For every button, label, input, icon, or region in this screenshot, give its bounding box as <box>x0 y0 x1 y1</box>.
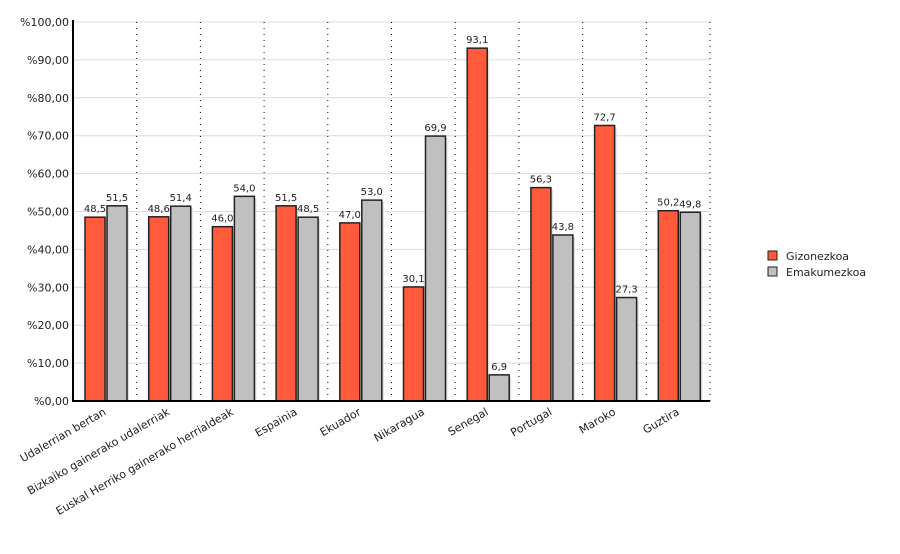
data-label: 69,9 <box>424 123 446 134</box>
bar-emakumezkoa <box>488 374 510 402</box>
data-label: 72,7 <box>593 112 615 123</box>
x-tick-label: Senegal <box>446 405 491 438</box>
data-label: 51,5 <box>275 193 297 204</box>
bar-emakumezkoa <box>361 199 383 402</box>
y-tick-label: %10,00 <box>27 357 69 370</box>
y-tick-label: %30,00 <box>27 281 69 294</box>
x-tick-label: Nikaragua <box>372 405 427 444</box>
data-label: 48,6 <box>148 204 170 215</box>
bar-gizonezkoa <box>275 205 297 402</box>
x-tick-label: Ekuador <box>318 405 364 439</box>
data-label: 56,3 <box>530 175 552 186</box>
bar-emakumezkoa <box>424 135 447 402</box>
data-label: 51,4 <box>170 193 192 204</box>
x-tick-label: Maroko <box>577 405 618 436</box>
y-tick-label: %100,00 <box>20 16 69 29</box>
data-label: 27,3 <box>615 285 637 296</box>
y-tick-label: %20,00 <box>27 319 69 332</box>
y-tick-label: %80,00 <box>27 92 69 105</box>
bar-emakumezkoa <box>233 195 256 402</box>
bar-gizonezkoa <box>530 186 552 402</box>
y-tick-label: %90,00 <box>27 54 69 67</box>
bar-emakumezkoa <box>679 211 702 402</box>
data-label: 50,2 <box>657 198 679 209</box>
data-label: 48,5 <box>84 204 106 215</box>
data-label: 51,5 <box>106 193 128 204</box>
data-label: 30,1 <box>402 274 424 285</box>
data-label: 53,0 <box>361 187 383 198</box>
data-label: 49,8 <box>679 199 701 210</box>
legend-swatch <box>767 266 778 277</box>
y-tick-label: %50,00 <box>27 206 69 219</box>
data-label: 93,1 <box>466 35 488 46</box>
bar-emakumezkoa <box>169 205 192 402</box>
legend-label: Emakumezkoa <box>786 266 866 279</box>
bar-gizonezkoa <box>466 47 488 402</box>
x-tick-label: Portugal <box>508 405 554 439</box>
bar-gizonezkoa <box>147 216 170 402</box>
bar-gizonezkoa <box>211 225 234 402</box>
bar-gizonezkoa <box>84 216 106 402</box>
bar-emakumezkoa <box>552 234 574 402</box>
legend-label: Gizonezkoa <box>786 250 849 263</box>
data-label: 54,0 <box>233 183 255 194</box>
data-label: 46,0 <box>211 214 233 225</box>
bar-emakumezkoa <box>106 205 128 402</box>
bar-emakumezkoa <box>297 216 319 402</box>
data-label: 6,9 <box>491 362 507 373</box>
bar-gizonezkoa <box>593 124 616 402</box>
bar-emakumezkoa <box>615 296 638 402</box>
bar-gizonezkoa <box>402 286 425 402</box>
y-tick-label: %0,00 <box>34 395 69 408</box>
bar-gizonezkoa <box>339 222 361 402</box>
bar-gizonezkoa <box>657 209 680 402</box>
y-tick-label: %40,00 <box>27 243 69 256</box>
data-label: 48,5 <box>297 204 319 215</box>
x-tick-label: Espainia <box>253 405 300 439</box>
y-tick-label: %70,00 <box>27 130 69 143</box>
data-label: 47,0 <box>339 210 361 221</box>
data-label: 43,8 <box>552 222 574 233</box>
x-tick-label: Guztira <box>641 405 682 436</box>
y-tick-label: %60,00 <box>27 168 69 181</box>
legend-swatch <box>767 250 778 261</box>
